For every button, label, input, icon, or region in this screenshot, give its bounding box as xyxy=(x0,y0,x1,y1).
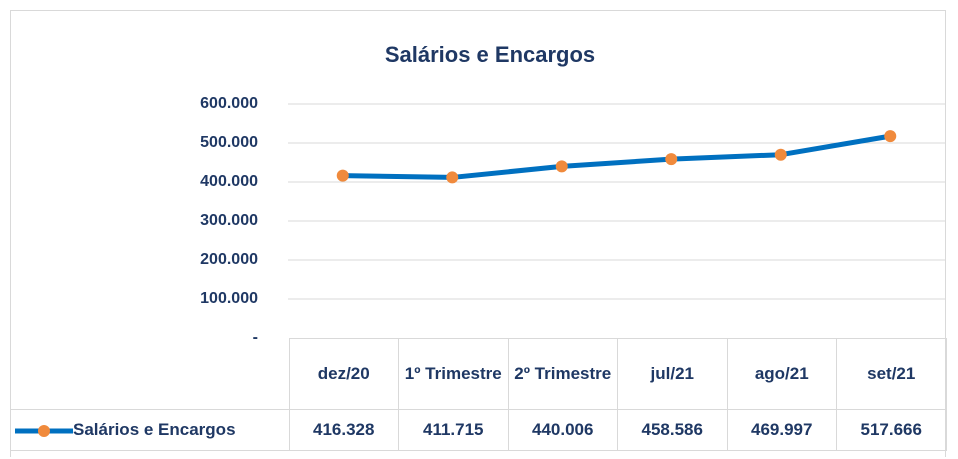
y-tick-label: 600.000 xyxy=(200,95,258,112)
marker xyxy=(336,169,349,182)
chart-title: Salários e Encargos xyxy=(385,42,595,67)
category-cell: set/21 xyxy=(836,338,947,410)
legend-label: Salários e Encargos xyxy=(73,420,236,439)
marker xyxy=(884,130,897,143)
y-tick-label: 500.000 xyxy=(200,134,258,151)
y-tick-label: 400.000 xyxy=(200,173,258,190)
value-cell: 416.328 xyxy=(288,409,399,451)
value-cell: 458.586 xyxy=(617,409,728,451)
y-tick-label: 200.000 xyxy=(200,251,258,268)
marker xyxy=(446,171,459,184)
marker xyxy=(555,160,568,173)
value-cell: 411.715 xyxy=(398,409,509,451)
data-table: dez/20 1º Trimestre 2º Trimestre jul/21 ago/… xyxy=(10,338,947,451)
category-cell: jul/21 xyxy=(617,338,728,410)
data-row: Salários e Encargos 416.328 411.715 440.00… xyxy=(10,409,947,451)
series-line xyxy=(342,133,891,180)
value-cell: 517.666 xyxy=(836,409,947,451)
category-cell: dez/20 xyxy=(288,338,399,410)
category-cell: 2º Trimestre xyxy=(507,338,618,410)
value-cell: 469.997 xyxy=(726,409,837,451)
value-cell: 440.006 xyxy=(507,409,618,451)
y-tick-label: 300.000 xyxy=(200,212,258,229)
marker xyxy=(665,153,678,166)
category-cell: 1º Trimestre xyxy=(398,338,509,410)
y-tick-label: 100.000 xyxy=(200,290,258,307)
header-row: dez/20 1º Trimestre 2º Trimestre jul/21 ago/… xyxy=(10,338,947,410)
chart-frame xyxy=(10,10,946,457)
blank-cell xyxy=(10,338,290,410)
marker xyxy=(774,148,787,161)
legend-cell: Salários e Encargos xyxy=(10,409,290,451)
category-cell: ago/21 xyxy=(726,338,837,410)
y-tick-label: - xyxy=(253,329,258,346)
legend-icon xyxy=(15,424,73,437)
